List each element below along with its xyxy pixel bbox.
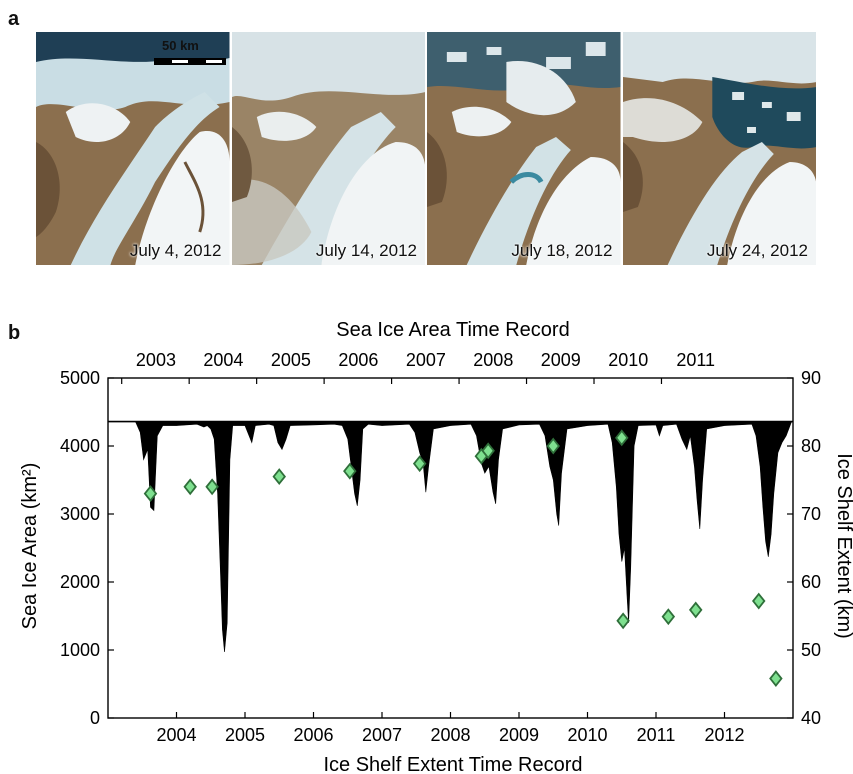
ice-shelf-extent-point — [688, 601, 703, 619]
x-tick-label-top: 2010 — [608, 350, 648, 370]
y-tick-label-left: 5000 — [60, 368, 100, 388]
x-tick-label-bottom: 2007 — [362, 725, 402, 745]
x-tick-label-bottom: 2010 — [567, 725, 607, 745]
x-tick-label-top: 2005 — [271, 350, 311, 370]
x-tick-label-top: 2006 — [338, 350, 378, 370]
satellite-image-open-water — [622, 32, 816, 265]
ice-shelf-extent-point — [481, 442, 495, 460]
ice-shelf-extent-point — [614, 429, 629, 447]
x-tick-label-top: 2003 — [136, 350, 176, 370]
x-tick-label-bottom: 2008 — [430, 725, 470, 745]
x-tick-label-top: 2004 — [203, 350, 243, 370]
scale-bar-label: 50 km — [162, 38, 199, 53]
satellite-tile-2: July 14, 2012 — [229, 32, 425, 265]
ice-shelf-extent-point — [183, 478, 197, 496]
y-axis-label-left: Sea Ice Area (km²) — [19, 463, 41, 630]
sea-ice-area-series — [107, 421, 794, 653]
x-tick-label-bottom: 2004 — [156, 725, 196, 745]
y-axis-label-right: Ice Shelf Extent (km) — [833, 453, 853, 639]
y-tick-label-left: 1000 — [60, 640, 100, 660]
chart-title: Sea Ice Area Time Record — [336, 319, 569, 341]
ice-shelf-extent-point — [769, 670, 783, 688]
satellite-tile-1: 50 km July 4, 2012 — [36, 32, 230, 265]
x-tick-label-bottom: 2009 — [499, 725, 539, 745]
y-tick-label-right: 90 — [801, 368, 821, 388]
panel-a-label: a — [8, 8, 20, 30]
ice-shelf-extent-point — [616, 612, 630, 630]
ice-shelf-extent-point — [272, 468, 287, 486]
x-tick-label-top: 2009 — [541, 350, 581, 370]
ice-shelf-extent-point — [412, 455, 427, 473]
satellite-image-breakup — [427, 32, 621, 265]
x-tick-label-top: 2007 — [406, 350, 446, 370]
axes-layer: 0 1000 2000 3000 4000 5000 40 50 60 70 80 90 2004 200… — [60, 350, 821, 745]
y-tick-label-right: 60 — [801, 572, 821, 592]
y-tick-label-left: 0 — [90, 708, 100, 728]
x-tick-label-bottom: 2012 — [704, 725, 744, 745]
x-tick-label-bottom: 2005 — [225, 725, 265, 745]
scale-bar-graphic — [154, 58, 226, 65]
y-tick-label-right: 50 — [801, 640, 821, 660]
tile-date-4: July 24, 2012 — [706, 241, 808, 260]
x-tick-label-bottom: 2011 — [637, 725, 676, 745]
y-tick-label-right: 80 — [801, 436, 821, 456]
x-tick-label-top: 2008 — [473, 350, 513, 370]
y-tick-label-right: 40 — [801, 708, 821, 728]
tile-date-2: July 14, 2012 — [315, 241, 417, 260]
ice-shelf-extent-point — [751, 592, 766, 610]
tile-date-1: July 4, 2012 — [129, 241, 222, 260]
ice-shelf-extent-point — [546, 437, 561, 455]
y-tick-label-left: 3000 — [60, 504, 100, 524]
satellite-tile-3: July 18, 2012 — [425, 32, 621, 265]
scale-bar: 50 km — [154, 38, 230, 68]
ice-shelf-extent-point — [143, 485, 158, 503]
satellite-image-strip: 50 km July 4, 2012 July 14, 2012 — [36, 32, 816, 265]
panel-b-label: b — [8, 322, 21, 344]
ice-shelf-extent-point — [661, 608, 676, 626]
plot-layer — [107, 420, 794, 688]
x-tick-label-top: 2011 — [676, 350, 715, 370]
x-tick-label-bottom: 2006 — [293, 725, 333, 745]
ice-shelf-extent-point — [343, 462, 357, 480]
satellite-image-cloudy — [231, 32, 425, 265]
y-tick-label-right: 70 — [801, 504, 821, 524]
ice-shelf-extent-point — [205, 478, 219, 496]
y-tick-label-left: 4000 — [60, 436, 100, 456]
x-axis-label: Ice Shelf Extent Time Record — [323, 754, 582, 774]
satellite-tile-4: July 24, 2012 — [620, 32, 816, 265]
y-tick-label-left: 2000 — [60, 572, 100, 592]
tile-date-3: July 18, 2012 — [511, 241, 613, 260]
sea-ice-chart: 0 1000 2000 3000 4000 5000 40 50 60 70 80 90 2004 200… — [19, 319, 853, 774]
